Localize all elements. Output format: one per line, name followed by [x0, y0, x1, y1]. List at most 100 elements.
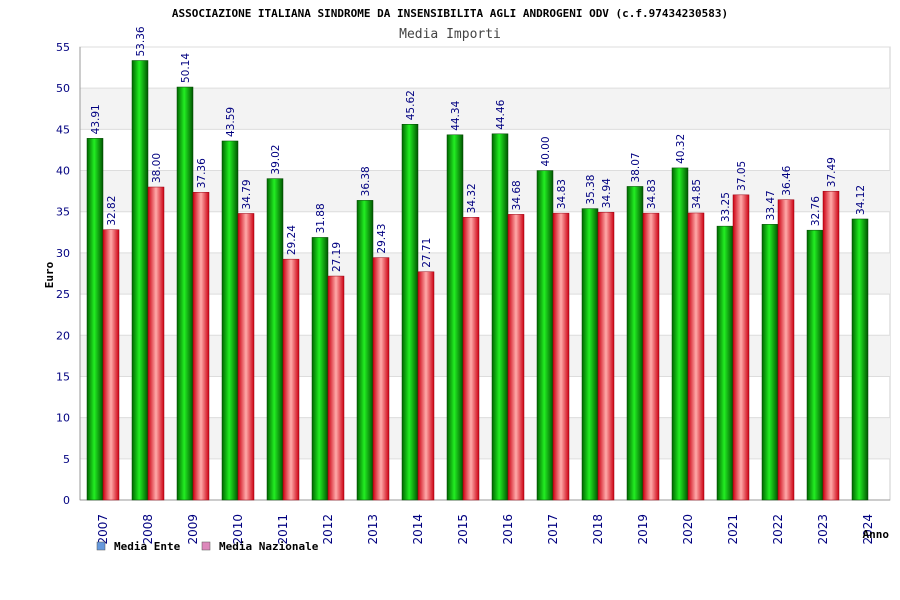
- value-label: 34.12: [855, 185, 867, 215]
- x-tick-label: 2014: [411, 514, 425, 545]
- grid-band: [80, 88, 890, 130]
- grid-band: [80, 335, 890, 377]
- x-tick-label: 2017: [546, 514, 560, 545]
- y-tick-label: 20: [56, 329, 70, 342]
- value-label: 45.62: [405, 90, 417, 120]
- value-label: 40.32: [675, 134, 687, 164]
- y-tick-label: 55: [56, 41, 70, 54]
- bar-nazionale-2013: [372, 257, 390, 501]
- bar-nazionale-2011: [282, 258, 300, 501]
- bar-ente-2023: [806, 229, 824, 501]
- bar-ente-2009: [176, 86, 194, 501]
- y-tick-label: 0: [63, 494, 70, 507]
- value-label: 44.34: [450, 100, 462, 130]
- y-tick-label: 45: [56, 123, 70, 136]
- value-label: 36.38: [360, 166, 372, 196]
- y-tick-label: 50: [56, 82, 70, 95]
- bar-nazionale-2017: [552, 212, 570, 501]
- value-label: 37.05: [736, 161, 748, 191]
- bar-ente-2011: [266, 178, 284, 501]
- bars: [86, 60, 869, 501]
- x-tick-label: 2013: [366, 514, 380, 545]
- bar-ente-2020: [671, 167, 689, 501]
- bar-ente-2007: [86, 138, 104, 501]
- bar-ente-2019: [626, 186, 644, 501]
- x-tick-label: 2012: [321, 514, 335, 545]
- x-tick-label: 2010: [231, 514, 245, 545]
- bar-ente-2024: [851, 218, 869, 501]
- bar-nazionale-2018: [597, 211, 615, 501]
- value-label: 34.79: [241, 179, 253, 209]
- plot-background: [79, 46, 891, 501]
- value-label: 27.71: [421, 238, 433, 268]
- x-tick-label: 2015: [456, 514, 470, 545]
- x-tick-label: 2016: [501, 514, 515, 545]
- bar-nazionale-2009: [192, 192, 210, 501]
- x-tick-label: 2021: [726, 514, 740, 545]
- bar-ente-2022: [761, 224, 779, 501]
- bar-nazionale-2014: [417, 271, 435, 501]
- y-axis-ticks: 0 5 10 15 20 25 30 35 40 45 50 55: [56, 41, 70, 507]
- value-label: 29.24: [286, 225, 298, 255]
- bar-ente-2012: [311, 237, 329, 501]
- value-label: 34.94: [601, 178, 613, 208]
- value-label: 33.47: [765, 190, 777, 220]
- x-axis-ticks: 2007 2008 2009 2010 2011 2012 2013 2014 2015 2016…: [96, 514, 875, 545]
- x-tick-label: 2022: [771, 514, 785, 545]
- bar-nazionale-2016: [507, 214, 525, 501]
- value-label: 34.85: [691, 179, 703, 209]
- bar-ente-2008: [131, 60, 149, 501]
- value-label: 50.14: [180, 53, 192, 83]
- value-label: 35.38: [585, 175, 597, 205]
- value-label: 36.46: [781, 165, 793, 195]
- chart-subtitle: Media Importi: [399, 27, 501, 42]
- legend-label: Media Nazionale: [219, 540, 319, 553]
- bar-ente-2016: [491, 133, 509, 501]
- bar-ente-2013: [356, 200, 374, 501]
- grid-band: [80, 417, 890, 459]
- x-tick-label: 2024: [861, 514, 875, 545]
- bar-ente-2018: [581, 208, 599, 501]
- x-tick-label: 2007: [96, 514, 110, 545]
- bar-nazionale-2022: [777, 199, 795, 501]
- x-tick-label: 2011: [276, 514, 290, 545]
- value-label: 29.43: [376, 224, 388, 254]
- bar-nazionale-2020: [687, 212, 705, 501]
- x-tick-label: 2019: [636, 514, 650, 545]
- value-label: 43.91: [90, 104, 102, 134]
- value-label: 39.02: [270, 145, 282, 175]
- value-label: 27.19: [331, 242, 343, 272]
- bar-nazionale-2021: [732, 194, 750, 501]
- value-label: 32.82: [106, 196, 118, 226]
- legend: Media Ente Media Nazionale: [96, 540, 319, 553]
- value-label: 40.00: [540, 136, 552, 166]
- x-axis-label: Anno: [863, 528, 890, 541]
- x-tick-label: 2009: [186, 514, 200, 545]
- value-label: 32.76: [810, 196, 822, 226]
- bar-ente-2014: [401, 124, 419, 501]
- grid-lines: [79, 46, 890, 501]
- value-label: 34.83: [646, 179, 658, 209]
- chart-title: ASSOCIAZIONE ITALIANA SINDROME DA INSENS…: [172, 7, 728, 20]
- x-tick-label: 2018: [591, 514, 605, 545]
- grid-band: [80, 170, 890, 212]
- y-tick-label: 5: [63, 453, 70, 466]
- y-tick-label: 25: [56, 288, 70, 301]
- bar-ente-2010: [221, 140, 239, 501]
- y-tick-label: 15: [56, 370, 70, 383]
- value-label: 37.36: [196, 158, 208, 188]
- x-tick-label: 2008: [141, 514, 155, 545]
- value-label: 43.59: [225, 107, 237, 137]
- value-label: 38.07: [630, 152, 642, 182]
- bar-nazionale-2012: [327, 275, 345, 501]
- legend-swatch: [96, 541, 106, 551]
- y-tick-label: 30: [56, 247, 70, 260]
- legend-swatch: [201, 541, 211, 551]
- x-tick-label: 2020: [681, 514, 695, 545]
- bar-nazionale-2010: [237, 213, 255, 501]
- bar-ente-2017: [536, 170, 554, 501]
- value-label: 53.36: [135, 26, 147, 56]
- bar-ente-2021: [716, 225, 734, 501]
- legend-label: Media Ente: [114, 540, 181, 553]
